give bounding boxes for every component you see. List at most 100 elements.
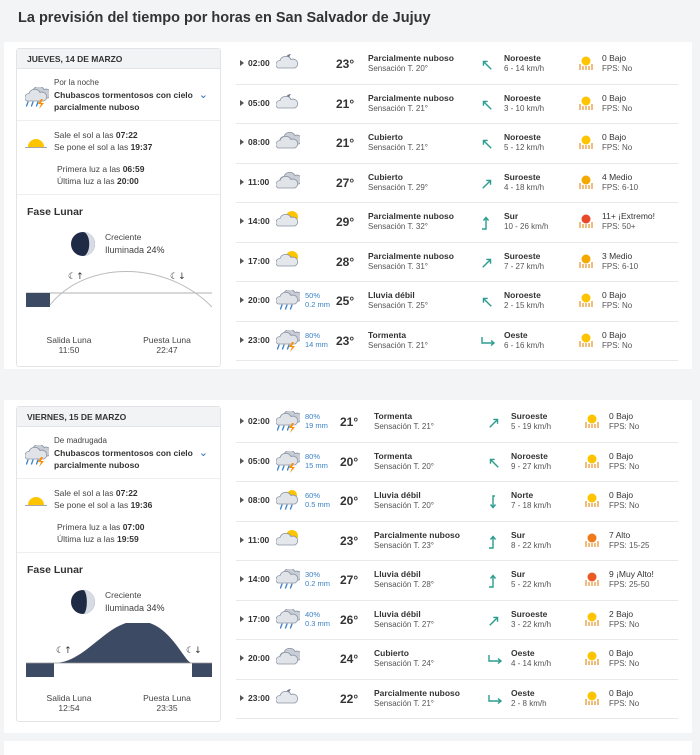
play-icon[interactable] bbox=[240, 457, 244, 464]
wind-direction: Oeste bbox=[511, 648, 535, 658]
play-icon[interactable] bbox=[240, 257, 244, 264]
play-icon[interactable] bbox=[240, 99, 244, 106]
day-partly-cloudy-icon bbox=[275, 211, 300, 236]
day-rain-icon bbox=[275, 490, 300, 517]
wind-speed: 4 - 18 km/h bbox=[504, 182, 545, 192]
uv-index: 0 Bajo bbox=[609, 648, 634, 658]
rain-icon bbox=[275, 567, 303, 596]
uv-sun-icon bbox=[584, 650, 600, 671]
hour-row[interactable]: 20:00 24° Cubierto Sensación T. 24° Oest… bbox=[236, 640, 678, 680]
play-icon[interactable] bbox=[240, 297, 244, 303]
hour-time: 23:00 bbox=[248, 692, 270, 703]
hour-row[interactable]: 23:00 22° Parcialmente nuboso Sensación … bbox=[236, 680, 678, 719]
play-icon[interactable] bbox=[240, 497, 244, 503]
hour-condition: Parcialmente nuboso bbox=[368, 92, 454, 103]
wind-direction: Suroeste bbox=[511, 608, 548, 619]
play-icon[interactable] bbox=[240, 218, 244, 224]
rain-probability: 50% 0.2 mm bbox=[305, 291, 331, 309]
moon-phase-section: Fase Lunar Creciente Iluminada 34% ☾↑ ☾↓ … bbox=[17, 553, 220, 723]
chevron-down-icon[interactable]: ⌄ bbox=[198, 89, 208, 101]
play-icon[interactable] bbox=[240, 178, 244, 185]
feels-like: Sensación T. 32° bbox=[368, 222, 428, 231]
day-period: De madrugada bbox=[54, 436, 107, 445]
hour-condition: Parcialmente nuboso bbox=[368, 250, 454, 261]
feels-like: Sensación T. 21° bbox=[374, 422, 434, 431]
uv-index: 0 Bajo bbox=[602, 290, 627, 300]
hour-temperature: 20° bbox=[340, 454, 359, 469]
sunrise-text: Sale el sol a las 07:22 bbox=[54, 130, 138, 140]
uv-index: 2 Bajo bbox=[609, 608, 634, 619]
day-condition-toggle[interactable]: Por la noche Chubascos tormentosos con c… bbox=[17, 69, 220, 121]
hour-row[interactable]: 14:00 29° Parcialmente nuboso Sensación … bbox=[236, 203, 678, 243]
wind-arrow-icon bbox=[486, 692, 504, 711]
fps-value: FPS: No bbox=[609, 501, 640, 510]
day-condition-toggle[interactable]: De madrugada Chubascos tormentosos con c… bbox=[17, 427, 220, 479]
wind-direction: Noroeste bbox=[504, 132, 541, 142]
hour-temperature: 21° bbox=[336, 136, 355, 150]
play-icon[interactable] bbox=[240, 418, 244, 424]
uv-sun-icon bbox=[578, 253, 594, 274]
wind-arrow-icon bbox=[479, 255, 495, 276]
hour-row[interactable]: 02:00 80% 19 mm 21° Tormenta Sensación T.… bbox=[236, 403, 678, 443]
moonrise: Salida Luna 11:50 bbox=[46, 335, 92, 355]
play-icon[interactable] bbox=[240, 576, 244, 582]
wind-arrow-icon bbox=[486, 455, 502, 476]
hour-row[interactable]: 20:00 50% 0.2 mm 25° Lluvia débil Sensaci… bbox=[236, 282, 678, 322]
moon-phase-name: Creciente bbox=[105, 232, 142, 242]
wind-direction: Suroeste bbox=[511, 411, 548, 421]
chevron-down-icon[interactable]: ⌄ bbox=[198, 447, 208, 459]
hour-row[interactable]: 11:00 23° Parcialmente nuboso Sensación … bbox=[236, 522, 678, 561]
play-icon[interactable] bbox=[240, 60, 244, 66]
sunset-text: Se pone el sol a las 19:37 bbox=[54, 142, 153, 152]
rain-probability: 80% 19 mm bbox=[305, 412, 328, 430]
play-icon[interactable] bbox=[240, 536, 244, 543]
hour-temperature: 21° bbox=[340, 415, 359, 429]
play-icon[interactable] bbox=[240, 139, 244, 145]
hour-condition: Parcialmente nuboso bbox=[368, 211, 454, 221]
day-card: JUEVES, 14 DE MARZO Por la noche Chubasc… bbox=[4, 42, 692, 369]
wind-arrow-icon bbox=[479, 215, 493, 236]
fps-value: FPS: No bbox=[602, 340, 633, 350]
fps-value: FPS: No bbox=[609, 422, 640, 431]
feels-like: Sensación T. 20° bbox=[374, 501, 434, 510]
wind-direction: Sur bbox=[504, 211, 519, 221]
storm-icon bbox=[275, 409, 303, 438]
hour-row[interactable]: 05:00 21° Parcialmente nuboso Sensación … bbox=[236, 85, 678, 124]
fps-value: FPS: No bbox=[602, 64, 633, 73]
moonrise: Salida Luna 12:54 bbox=[46, 693, 92, 713]
rain-probability: 80% 15 mm bbox=[305, 451, 328, 470]
hour-condition: Tormenta bbox=[368, 329, 407, 340]
hour-row[interactable]: 08:00 21° Cubierto Sensación T. 21° Noro… bbox=[236, 124, 678, 164]
sunset-text: Se pone el sol a las 19:36 bbox=[54, 500, 153, 510]
feels-like: Sensación T. 24° bbox=[374, 659, 434, 668]
hour-row[interactable]: 05:00 80% 15 mm 20° Tormenta Sensación T.… bbox=[236, 443, 678, 482]
play-icon[interactable] bbox=[240, 615, 244, 622]
hour-row[interactable]: 02:00 23° Parcialmente nuboso Sensación … bbox=[236, 45, 678, 85]
hour-row[interactable]: 11:00 27° Cubierto Sensación T. 29° Suro… bbox=[236, 164, 678, 203]
play-icon[interactable] bbox=[240, 694, 244, 701]
wind-speed: 2 - 15 km/h bbox=[504, 301, 545, 310]
hourly-list: 02:00 23° Parcialmente nuboso Sensación … bbox=[236, 45, 678, 361]
moon-title: Fase Lunar bbox=[27, 564, 84, 576]
hour-row[interactable]: 17:00 40% 0.3 mm 26° Lluvia débil Sensaci… bbox=[236, 601, 678, 640]
hour-row[interactable]: 08:00 60% 0.5 mm 20° Lluvia débil Sensaci… bbox=[236, 482, 678, 522]
wind-arrow-icon bbox=[479, 57, 495, 78]
uv-sun-icon bbox=[584, 690, 600, 711]
hour-row[interactable]: 14:00 30% 0.2 mm 27° Lluvia débil Sensaci… bbox=[236, 561, 678, 601]
day-partly-cloudy-icon bbox=[275, 250, 300, 276]
hour-row[interactable]: 17:00 28° Parcialmente nuboso Sensación … bbox=[236, 243, 678, 282]
hourly-list: 02:00 80% 19 mm 21° Tormenta Sensación T.… bbox=[236, 403, 678, 719]
hour-row[interactable]: 23:00 80% 14 mm 23° Tormenta Sensación T.… bbox=[236, 322, 678, 361]
wind-speed: 9 - 27 km/h bbox=[511, 461, 552, 471]
night-partly-cloudy-icon bbox=[275, 93, 300, 118]
wind-direction: Norte bbox=[511, 490, 534, 500]
night-partly-cloudy-icon bbox=[275, 688, 300, 713]
play-icon[interactable] bbox=[240, 655, 244, 661]
uv-sun-icon bbox=[584, 571, 600, 592]
hour-condition: Lluvia débil bbox=[374, 490, 421, 500]
wind-arrow-icon bbox=[486, 494, 500, 515]
feels-like: Sensación T. 20° bbox=[368, 64, 428, 73]
hour-time: 20:00 bbox=[248, 295, 270, 305]
play-icon[interactable] bbox=[240, 336, 244, 343]
hour-time: 23:00 bbox=[248, 334, 270, 345]
